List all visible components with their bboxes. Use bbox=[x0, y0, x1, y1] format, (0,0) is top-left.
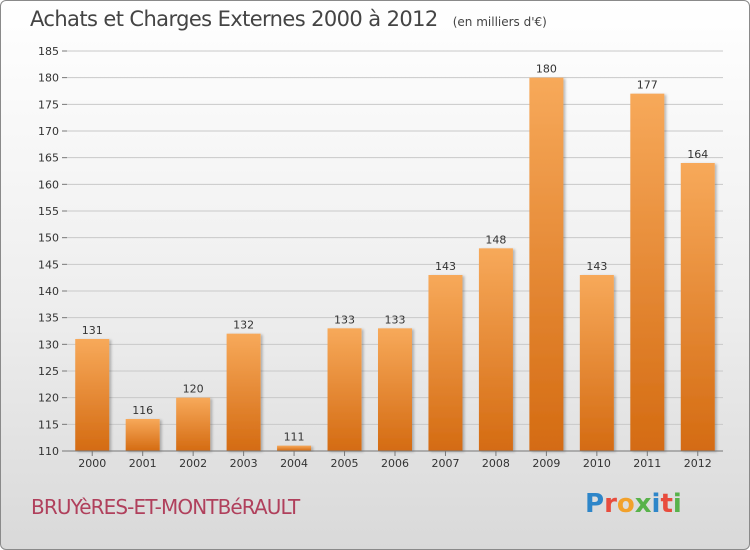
bar-2004 bbox=[277, 445, 312, 451]
data-label: 116 bbox=[132, 404, 153, 417]
y-tick-label: 180 bbox=[38, 72, 59, 85]
y-tick-label: 170 bbox=[38, 125, 59, 138]
data-label: 148 bbox=[485, 233, 506, 246]
brand-logo-letter: i bbox=[651, 489, 661, 519]
y-tick-label: 150 bbox=[38, 232, 59, 245]
data-labels: 131 116 120 132 111 133 133 143 148 180 143 177 164 bbox=[82, 63, 709, 444]
data-label: 180 bbox=[536, 63, 557, 76]
y-tick-label: 115 bbox=[38, 418, 59, 431]
y-tick-label: 155 bbox=[38, 205, 59, 218]
data-label: 133 bbox=[334, 313, 355, 326]
y-axis-ticks: 110 115 120 125 130 135 140 145 150 155 160 165 170 1… bbox=[38, 45, 67, 458]
x-tick-label: 2002 bbox=[179, 457, 207, 470]
y-tick-label: 135 bbox=[38, 312, 59, 325]
brand-logo-letter: t bbox=[660, 489, 673, 519]
x-tick-label: 2010 bbox=[583, 457, 611, 470]
x-tick-label: 2011 bbox=[633, 457, 661, 470]
title-row: Achats et Charges Externes 2000 à 2012 (… bbox=[30, 7, 547, 31]
x-tick-label: 2009 bbox=[532, 457, 560, 470]
y-tick-label: 175 bbox=[38, 98, 59, 111]
chart-subtitle: (en milliers d'€) bbox=[452, 15, 547, 29]
bar-2005 bbox=[327, 328, 362, 451]
brand-logo: Proxiti bbox=[585, 489, 682, 519]
data-label: 164 bbox=[687, 148, 708, 161]
x-axis-ticks: 2000 2001 2002 2003 2004 2005 2006 2007 2008 2009… bbox=[78, 451, 712, 470]
x-tick-label: 2007 bbox=[431, 457, 459, 470]
data-label: 131 bbox=[82, 324, 103, 337]
x-tick-label: 2012 bbox=[684, 457, 712, 470]
data-label: 143 bbox=[586, 260, 607, 273]
data-label: 132 bbox=[233, 319, 254, 332]
bar-2006 bbox=[378, 328, 412, 451]
brand-logo-letter: i bbox=[672, 489, 682, 519]
x-tick-label: 2005 bbox=[331, 457, 359, 470]
bar-2010 bbox=[579, 275, 614, 451]
y-tick-label: 140 bbox=[38, 285, 59, 298]
y-tick-label: 130 bbox=[38, 338, 59, 351]
brand-logo-letter: o bbox=[616, 489, 635, 519]
data-label: 111 bbox=[284, 431, 305, 444]
bars bbox=[75, 77, 715, 452]
y-tick-label: 110 bbox=[38, 445, 59, 458]
chart-title: Achats et Charges Externes 2000 à 2012 bbox=[30, 7, 438, 31]
data-label: 177 bbox=[637, 79, 658, 92]
x-tick-label: 2001 bbox=[129, 457, 157, 470]
x-tick-label: 2006 bbox=[381, 457, 409, 470]
y-tick-label: 145 bbox=[38, 258, 59, 271]
bar-2001 bbox=[125, 419, 160, 451]
bar-2007 bbox=[428, 275, 463, 451]
x-tick-label: 2008 bbox=[482, 457, 510, 470]
x-tick-label: 2003 bbox=[230, 457, 258, 470]
y-tick-label: 185 bbox=[38, 45, 59, 58]
brand-logo-letter: P bbox=[585, 489, 605, 519]
y-tick-label: 160 bbox=[38, 178, 59, 191]
data-label: 143 bbox=[435, 260, 456, 273]
x-tick-label: 2004 bbox=[280, 457, 308, 470]
brand-logo-letter: x bbox=[634, 489, 652, 519]
bar-2003 bbox=[226, 333, 261, 451]
bar-2000 bbox=[75, 339, 110, 451]
x-tick-label: 2000 bbox=[78, 457, 106, 470]
bar-2008 bbox=[478, 248, 513, 451]
y-tick-label: 120 bbox=[38, 392, 59, 405]
data-label: 120 bbox=[183, 383, 204, 396]
location-name: BRUYèRES-ET-MONTBéRAULT bbox=[31, 495, 300, 519]
bar-2011 bbox=[630, 93, 665, 452]
brand-logo-letter: r bbox=[604, 489, 617, 519]
bar-2002 bbox=[176, 397, 211, 451]
y-tick-label: 165 bbox=[38, 152, 59, 165]
bar-2009 bbox=[529, 77, 564, 452]
data-label: 133 bbox=[385, 313, 406, 326]
y-tick-label: 125 bbox=[38, 365, 59, 378]
bar-2012 bbox=[680, 163, 715, 451]
